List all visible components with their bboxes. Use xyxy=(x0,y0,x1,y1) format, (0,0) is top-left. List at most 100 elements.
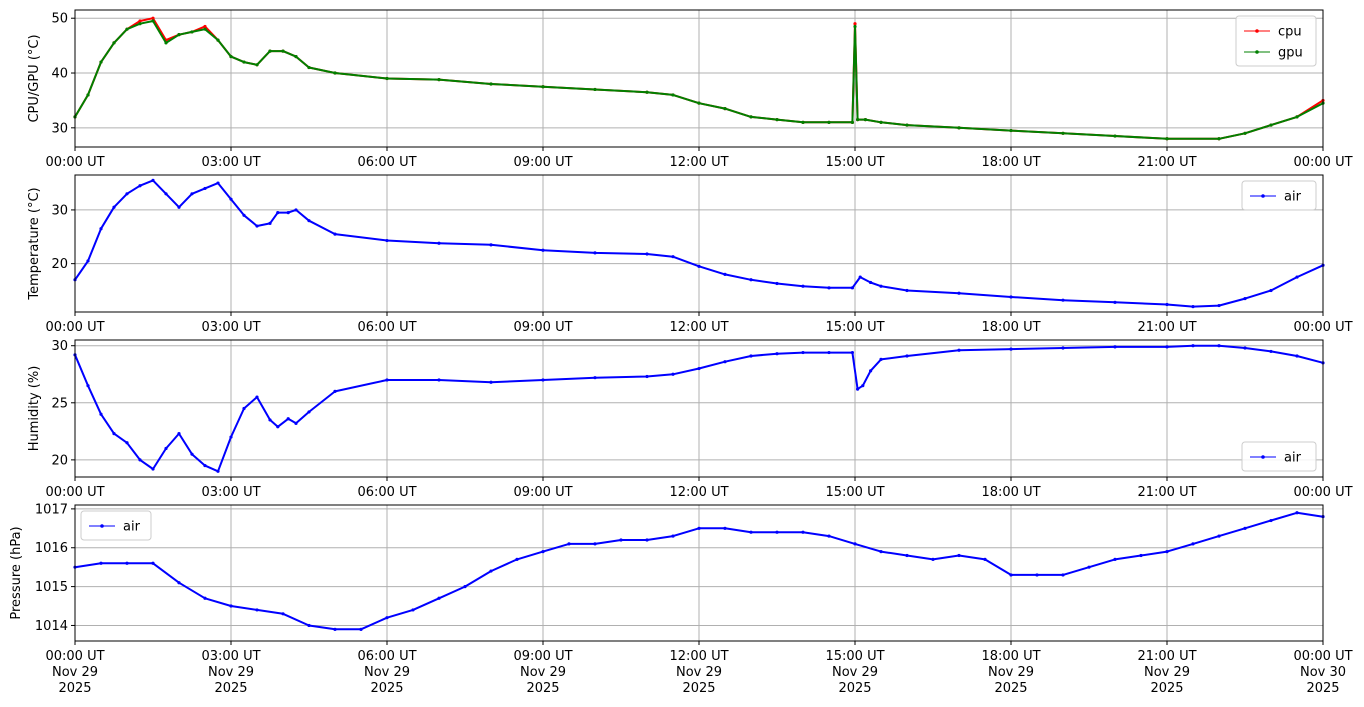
data-point xyxy=(905,288,909,293)
y-axis-label: Humidity (%) xyxy=(27,366,42,452)
x-tick-label-line: 18:00 UT xyxy=(981,649,1040,664)
data-point xyxy=(869,280,873,285)
data-point xyxy=(276,425,280,429)
data-point xyxy=(775,118,779,122)
data-point xyxy=(1009,295,1013,299)
x-tick-label-line: 00:00 UT xyxy=(1293,485,1352,500)
data-point xyxy=(723,360,727,364)
data-point xyxy=(125,441,129,445)
x-tick-label-line: 21:00 UT xyxy=(1137,155,1196,170)
data-point xyxy=(333,389,337,393)
data-point xyxy=(151,561,155,565)
data-point xyxy=(671,93,675,97)
legend-marker-gpu xyxy=(1255,50,1259,54)
data-point xyxy=(333,71,337,75)
data-point xyxy=(801,350,805,355)
data-point xyxy=(723,526,727,530)
x-tick-label: 09:00 UT Nov 29 2025 xyxy=(513,649,572,696)
x-tick-label-line: 2025 xyxy=(682,681,715,696)
data-point xyxy=(749,354,753,358)
x-tick-label-line: 12:00 UT xyxy=(669,485,728,500)
data-point xyxy=(697,366,701,371)
x-tick-label-line: 00:00 UT xyxy=(1293,320,1352,335)
x-tick-label-line: Nov 29 xyxy=(520,665,566,680)
x-tick-label-line: Nov 30 xyxy=(1300,665,1346,680)
data-point xyxy=(1295,511,1299,515)
data-point xyxy=(489,243,493,247)
data-point xyxy=(1295,115,1299,119)
data-point xyxy=(645,90,649,94)
data-point xyxy=(138,19,142,23)
y-tick-label: 1015 xyxy=(35,580,68,595)
data-point xyxy=(359,627,363,631)
data-point xyxy=(801,284,805,288)
data-point xyxy=(437,77,441,82)
x-tick-label-line: Nov 29 xyxy=(832,665,878,680)
data-point xyxy=(1243,296,1247,301)
data-point xyxy=(879,357,883,362)
data-point xyxy=(1113,300,1117,304)
x-tick-label-line: Nov 29 xyxy=(208,665,254,680)
y-tick-label: 30 xyxy=(51,203,68,218)
legend-marker-air xyxy=(1261,194,1265,198)
data-point xyxy=(242,60,246,64)
data-point xyxy=(1269,288,1273,293)
x-tick-label-line: 03:00 UT xyxy=(201,155,260,170)
data-point xyxy=(281,49,285,53)
data-point xyxy=(671,372,675,376)
data-point xyxy=(593,87,597,92)
data-point xyxy=(255,608,259,612)
legend-box xyxy=(1241,441,1317,472)
x-tick-label-line: 03:00 UT xyxy=(201,649,260,664)
data-point xyxy=(281,612,285,616)
data-point xyxy=(856,387,860,391)
data-point xyxy=(463,585,467,589)
data-point xyxy=(1217,303,1221,308)
data-point xyxy=(850,286,855,290)
x-tick-label-line: 15:00 UT xyxy=(825,485,884,500)
data-point xyxy=(268,418,272,422)
x-tick-label-line: Nov 29 xyxy=(676,665,722,680)
data-point xyxy=(1035,573,1039,577)
data-point xyxy=(957,291,961,295)
legend-marker-air xyxy=(100,524,104,528)
data-point xyxy=(1165,137,1169,141)
subplot-0: 30 40 50 00:00 UT 03:00 UT 06:00 UT 09:00 UT 12… xyxy=(27,9,1353,170)
x-tick-label-line: 18:00 UT xyxy=(981,485,1040,500)
x-tick-label: 18:00 UT Nov 29 2025 xyxy=(981,649,1040,696)
data-point xyxy=(125,192,129,196)
data-point xyxy=(216,469,220,473)
data-point xyxy=(861,384,865,388)
data-point xyxy=(645,538,649,542)
data-point xyxy=(99,227,103,231)
data-point xyxy=(125,561,129,565)
data-point xyxy=(905,553,909,558)
data-point xyxy=(671,255,675,259)
data-point xyxy=(138,184,142,188)
legend: air xyxy=(1241,441,1317,472)
x-tick-label-line: 2025 xyxy=(1306,681,1339,696)
data-point xyxy=(1269,349,1273,354)
data-point xyxy=(138,458,142,462)
data-point xyxy=(294,208,298,212)
data-point xyxy=(541,248,545,252)
data-point xyxy=(255,63,259,67)
x-tick-label: 00:00 UT Nov 30 2025 xyxy=(1293,649,1352,696)
data-point xyxy=(385,378,389,382)
data-point xyxy=(749,530,753,534)
data-point xyxy=(1113,557,1117,562)
y-tick-label: 30 xyxy=(51,121,68,136)
x-tick-label-line: 09:00 UT xyxy=(513,155,572,170)
x-tick-label: 15:00 UT xyxy=(825,155,884,170)
legend-box xyxy=(1241,180,1317,211)
x-tick-label-line: 2025 xyxy=(370,681,403,696)
data-point xyxy=(1113,345,1117,349)
data-point xyxy=(749,278,753,282)
data-point xyxy=(850,120,855,124)
x-tick-label-line: 15:00 UT xyxy=(825,320,884,335)
legend: air xyxy=(80,510,152,541)
data-point xyxy=(905,123,909,127)
data-point xyxy=(385,238,389,243)
